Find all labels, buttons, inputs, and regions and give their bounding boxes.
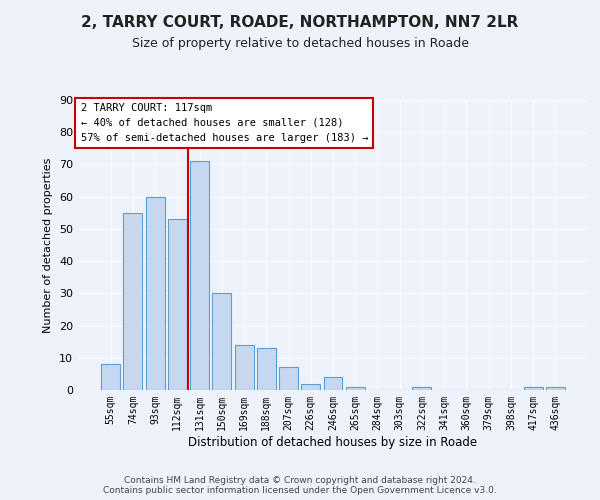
Text: Contains HM Land Registry data © Crown copyright and database right 2024.
Contai: Contains HM Land Registry data © Crown c…: [103, 476, 497, 495]
Bar: [301, 384, 320, 390]
Bar: [346, 387, 365, 390]
Bar: [190, 161, 209, 390]
Bar: [101, 364, 120, 390]
Text: 2, TARRY COURT, ROADE, NORTHAMPTON, NN7 2LR: 2, TARRY COURT, ROADE, NORTHAMPTON, NN7 …: [82, 15, 518, 30]
Bar: [323, 377, 343, 390]
Bar: [124, 213, 142, 390]
Bar: [235, 345, 254, 390]
Text: Size of property relative to detached houses in Roade: Size of property relative to detached ho…: [131, 38, 469, 51]
Bar: [524, 387, 542, 390]
Bar: [546, 387, 565, 390]
Bar: [279, 368, 298, 390]
Bar: [146, 196, 164, 390]
X-axis label: Distribution of detached houses by size in Roade: Distribution of detached houses by size …: [188, 436, 478, 448]
Bar: [212, 294, 231, 390]
Text: 2 TARRY COURT: 117sqm
← 40% of detached houses are smaller (128)
57% of semi-det: 2 TARRY COURT: 117sqm ← 40% of detached …: [80, 103, 368, 142]
Bar: [412, 387, 431, 390]
Bar: [168, 219, 187, 390]
Bar: [257, 348, 276, 390]
Y-axis label: Number of detached properties: Number of detached properties: [43, 158, 53, 332]
